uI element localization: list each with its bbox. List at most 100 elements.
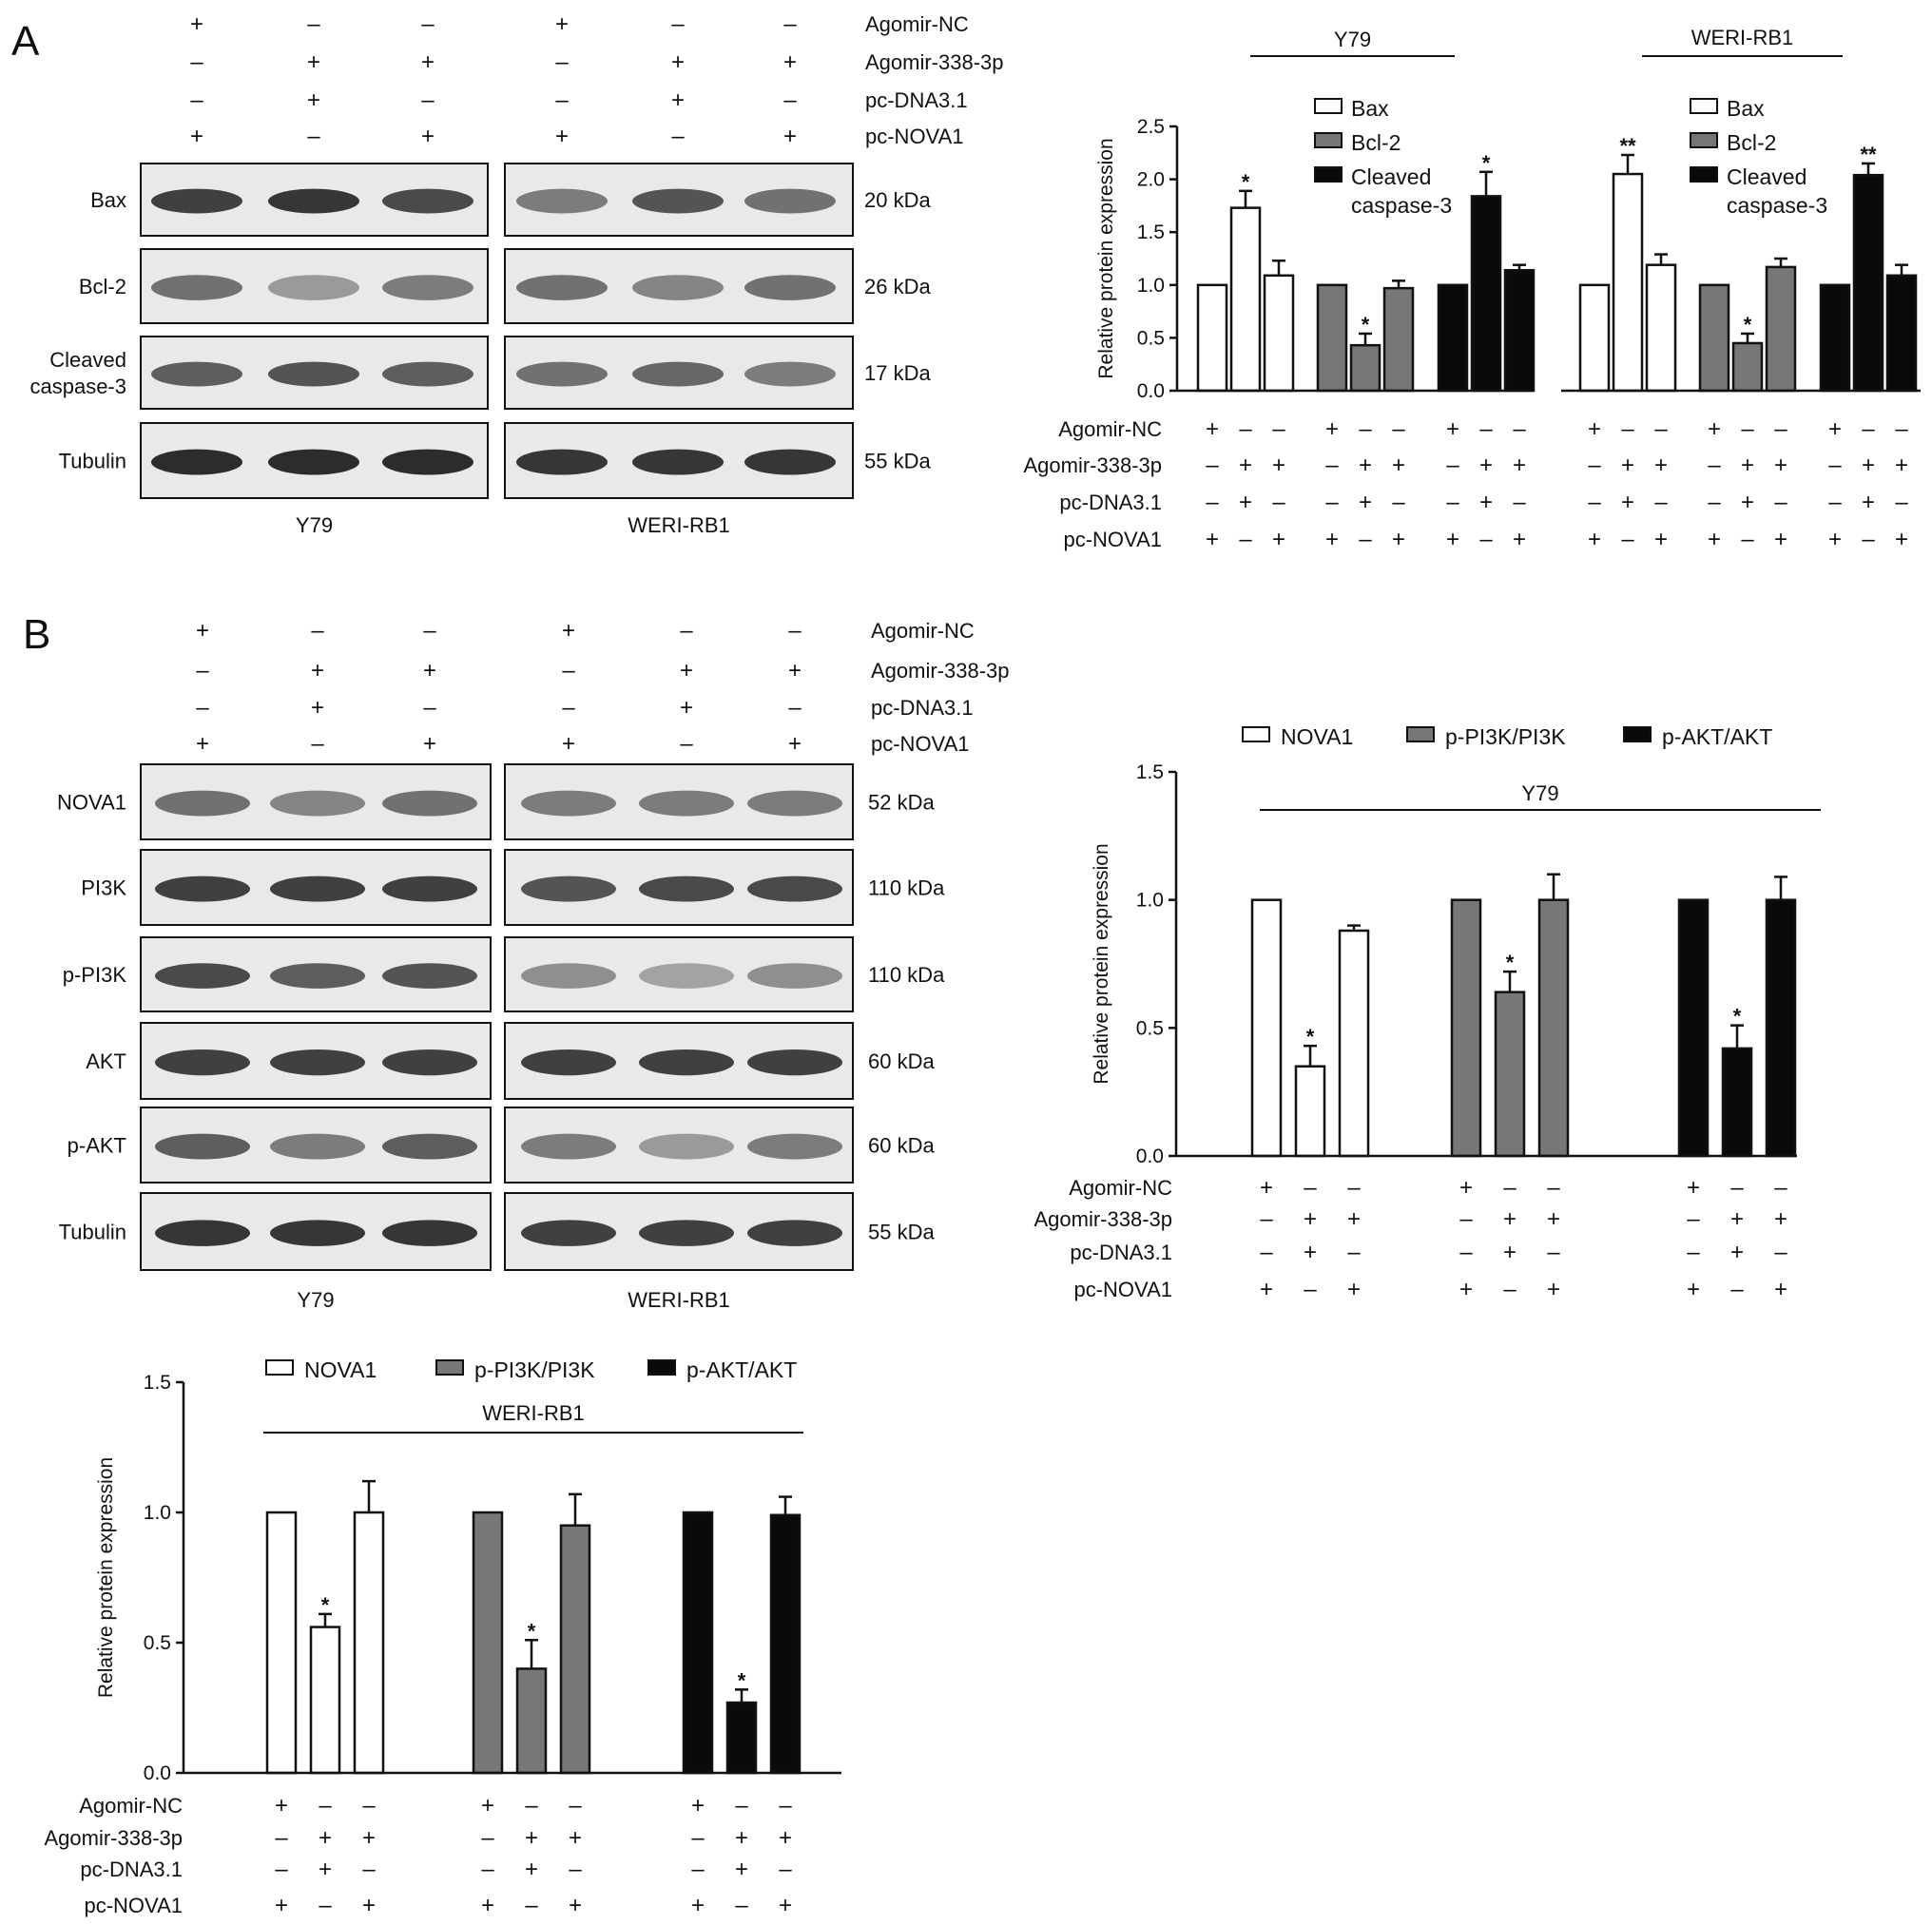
condition-sign: – (1621, 527, 1634, 552)
blot-sign: + (423, 731, 436, 757)
blot-sign: + (788, 731, 802, 757)
y-tick-label: 1.0 (1137, 275, 1165, 297)
condition-label: pc-DNA3.1 (1059, 491, 1162, 514)
condition-sign: + (1359, 452, 1372, 478)
condition-sign: + (275, 1793, 288, 1819)
blot-sign: – (562, 695, 575, 721)
kda-label: 60 kDa (868, 1049, 935, 1073)
blot-band (155, 963, 250, 989)
condition-label: Agomir-NC (871, 619, 975, 643)
bar-cleaved-caspase-3-1 (1819, 283, 1851, 393)
blot-sign: + (190, 124, 203, 149)
condition-sign: + (1687, 1277, 1700, 1302)
legend-label: NOVA1 (1281, 724, 1353, 749)
blot-band (516, 275, 608, 300)
condition-sign: + (1774, 1277, 1787, 1302)
bar-p-akt-akt-1 (682, 1511, 714, 1775)
blot-band (270, 1133, 365, 1160)
western-blots: + – – + – – Agomir-NC – + + – + + Agomir-338-3p – + – – + –… (29, 11, 1009, 1312)
significance-star: * (1744, 313, 1752, 337)
condition-sign: + (1479, 490, 1493, 515)
blot-band (382, 963, 477, 989)
blot-band (268, 188, 359, 214)
condition-sign: – (1774, 416, 1787, 442)
legend-label: caspase-3 (1727, 193, 1827, 218)
condition-sign: + (1446, 527, 1459, 552)
condition-sign: – (1206, 452, 1219, 478)
condition-sign: + (1206, 416, 1219, 442)
condition-sign: – (1479, 416, 1493, 442)
condition-sign: + (1654, 527, 1668, 552)
condition-sign: + (1239, 490, 1252, 515)
y-tick-label: 2.5 (1137, 116, 1165, 138)
blot-band (151, 361, 242, 387)
condition-sign: + (1325, 416, 1339, 442)
legend-swatch-bax (1690, 98, 1718, 114)
significance-star: * (738, 1668, 746, 1692)
bar-p-akt-akt-2 (1721, 1047, 1753, 1158)
bar-p-pi3k-pi3k-3 (559, 1524, 591, 1775)
bar-cleaved-caspase-3-2 (1852, 173, 1884, 393)
significance-star: * (528, 1619, 536, 1643)
condition-sign: – (1687, 1240, 1700, 1265)
significance-star: * (1733, 1005, 1742, 1029)
protein-label-akt: AKT (86, 1049, 126, 1073)
condition-sign: + (1828, 416, 1842, 442)
y-axis-label: Relative protein expression (1095, 138, 1117, 378)
condition-sign: – (735, 1893, 748, 1918)
condition-sign: + (1774, 527, 1787, 552)
condition-sign: + (1862, 452, 1875, 478)
condition-sign: + (691, 1793, 705, 1819)
y-tick-label: 1.0 (1136, 890, 1164, 912)
significance-star: * (1242, 170, 1250, 194)
condition-sign: + (1513, 452, 1526, 478)
condition-sign: – (525, 1893, 538, 1918)
blot-band (521, 876, 616, 902)
condition-sign: – (481, 1857, 494, 1882)
bar-bcl-2-3 (1382, 286, 1415, 393)
legend-label: Bax (1351, 96, 1389, 121)
condition-sign: – (1272, 416, 1285, 442)
condition-label: pc-DNA3.1 (1070, 1241, 1172, 1264)
blot-sign: – (421, 11, 435, 37)
condition-sign: – (1774, 1240, 1787, 1265)
condition-label: pc-DNA3.1 (80, 1858, 183, 1881)
condition-sign: – (779, 1857, 792, 1882)
condition-sign: – (1239, 416, 1252, 442)
legend-swatch-p-akt-akt (647, 1359, 676, 1376)
condition-sign: – (1513, 416, 1526, 442)
condition-sign: – (1513, 490, 1526, 515)
bar-bax-1 (1578, 283, 1611, 393)
condition-label: Agomir-NC (1058, 417, 1162, 441)
condition-sign: + (362, 1825, 376, 1851)
bar-cleaved-caspase-3-1 (1437, 283, 1469, 393)
blot-band (639, 963, 734, 989)
legend-swatch-p-akt-akt (1623, 726, 1652, 742)
blot-band (270, 876, 365, 902)
blot-sign: + (307, 49, 320, 75)
condition-sign: + (1708, 527, 1721, 552)
bar-bax-3 (1263, 274, 1295, 393)
significance-star: * (1362, 313, 1370, 337)
condition-label: Agomir-338-3p (1034, 1207, 1172, 1231)
bar-p-pi3k-pi3k-1 (1450, 898, 1482, 1158)
condition-sign: + (1347, 1277, 1361, 1302)
blot-band (382, 275, 473, 300)
condition-sign: – (1621, 416, 1634, 442)
condition-sign: – (1260, 1206, 1273, 1232)
condition-sign: – (275, 1857, 288, 1882)
blot-band (521, 1049, 616, 1076)
panel-label-a: A (11, 18, 40, 65)
condition-sign: + (1325, 527, 1339, 552)
bar-nova1-1 (1250, 898, 1283, 1158)
condition-sign: + (1272, 527, 1285, 552)
legend-label: p-PI3K/PI3K (1445, 724, 1566, 749)
condition-sign: – (1654, 490, 1668, 515)
blot-sign: + (562, 618, 575, 644)
blot-band (268, 361, 359, 387)
condition-sign: – (1828, 452, 1842, 478)
blot-sign: + (680, 658, 693, 683)
blot-sign: – (788, 618, 802, 644)
condition-label: Agomir-338-3p (871, 659, 1010, 683)
